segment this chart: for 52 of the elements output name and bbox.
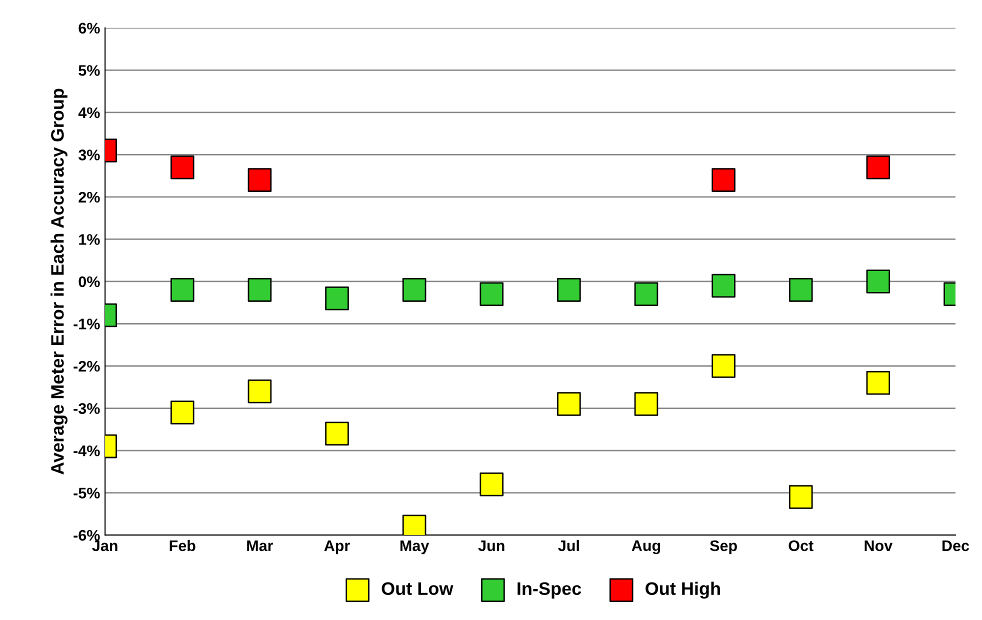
point [557,278,581,302]
point [170,155,194,180]
x-tick-label: Feb [170,540,196,552]
legend-label: In-Spec [518,582,582,599]
x-tick-label: Nov [864,540,893,552]
x-tick-label: Oct [788,540,814,552]
y-tick-label: -4% [74,445,100,456]
y-axis-title: Average Meter Error in Each Accuracy Group [50,88,68,475]
y-tick-label: -5% [74,488,100,498]
point [402,278,426,302]
point [866,270,890,294]
x-tick-label: Jan [92,540,118,552]
point [248,278,272,302]
y-tick-label: -3% [74,403,100,414]
y-tick-label: 6% [78,22,100,34]
legend-label: Out High [646,582,720,599]
legend-label: Out Low [382,582,454,595]
point [634,392,658,416]
y-tick-label: 1% [79,234,100,245]
y-tick-label: 4% [78,107,100,118]
point [712,354,736,378]
point [170,400,194,424]
point [480,472,504,496]
point [634,282,658,306]
x-tick-label: Mar [247,540,274,552]
point [480,282,504,306]
y-tick-label: -6% [74,530,100,541]
point [788,278,813,302]
x-tick-label: Sep [710,540,737,554]
x-tick-label: Dec [942,540,970,552]
y-tick-label: 0% [78,276,100,288]
x-tick-label: Apr [324,540,350,554]
point [866,155,890,180]
point [248,168,272,192]
x-tick-label: Jun [478,540,504,552]
y-tick-label: -1% [74,318,100,330]
y-tick-label: 5% [78,65,100,76]
point [325,422,349,446]
point [712,168,736,192]
y-tick-label: -2% [74,360,100,372]
point [788,485,813,509]
point [170,278,194,302]
point [557,392,581,416]
x-tick-label: May [400,540,430,554]
point [866,371,890,395]
x-tick-label: Jul [558,540,579,552]
x-tick-label: Aug [632,540,660,554]
y-tick-label: 2% [78,192,100,203]
point [248,379,272,404]
y-tick-label: 3% [78,150,100,160]
point [712,274,736,298]
point [325,286,349,310]
